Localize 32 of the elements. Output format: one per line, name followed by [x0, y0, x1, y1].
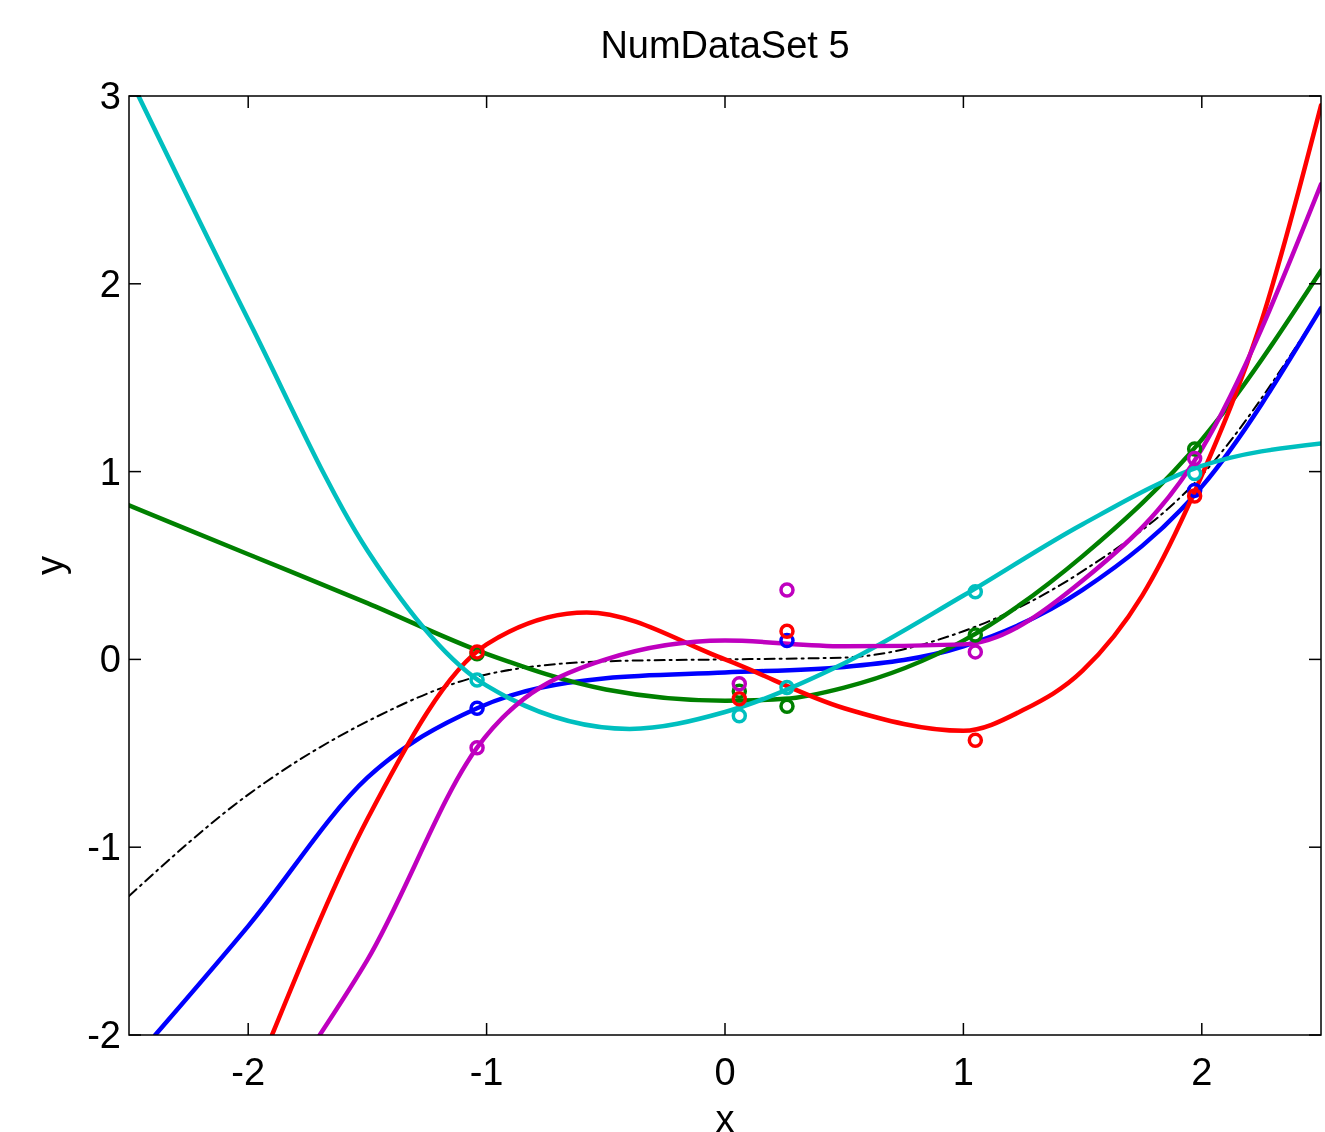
y-tick-label: -2	[87, 1014, 121, 1056]
chart-title: NumDataSet 5	[600, 24, 850, 66]
x-tick-label: -1	[469, 1051, 504, 1093]
point	[967, 644, 984, 660]
point	[967, 584, 984, 600]
point	[1186, 465, 1203, 482]
x-tick-label: 1	[952, 1051, 974, 1093]
x-tick-label: 0	[714, 1051, 736, 1093]
x-tick-label: -2	[231, 1051, 266, 1093]
point	[469, 672, 485, 688]
x-tick-label: 2	[1191, 1051, 1213, 1093]
y-tick-label: 1	[99, 450, 121, 493]
point	[779, 679, 795, 696]
point	[967, 627, 984, 643]
y-tick-label: 0	[99, 638, 121, 681]
x-axis-title: x	[715, 1098, 735, 1132]
point	[731, 691, 748, 707]
point	[469, 700, 485, 716]
y-axis-title: y	[29, 556, 71, 575]
y-tick-label: -1	[87, 826, 121, 869]
y-tick-label: 3	[99, 75, 121, 117]
point	[779, 623, 795, 639]
point	[731, 707, 748, 724]
point	[779, 698, 795, 715]
point	[731, 676, 748, 692]
point	[967, 732, 984, 748]
point	[469, 739, 485, 756]
line-series	[136, 96, 1321, 732]
point	[1186, 488, 1203, 504]
point	[1186, 450, 1203, 467]
point	[779, 582, 795, 598]
y-tick-label: 2	[99, 262, 121, 305]
